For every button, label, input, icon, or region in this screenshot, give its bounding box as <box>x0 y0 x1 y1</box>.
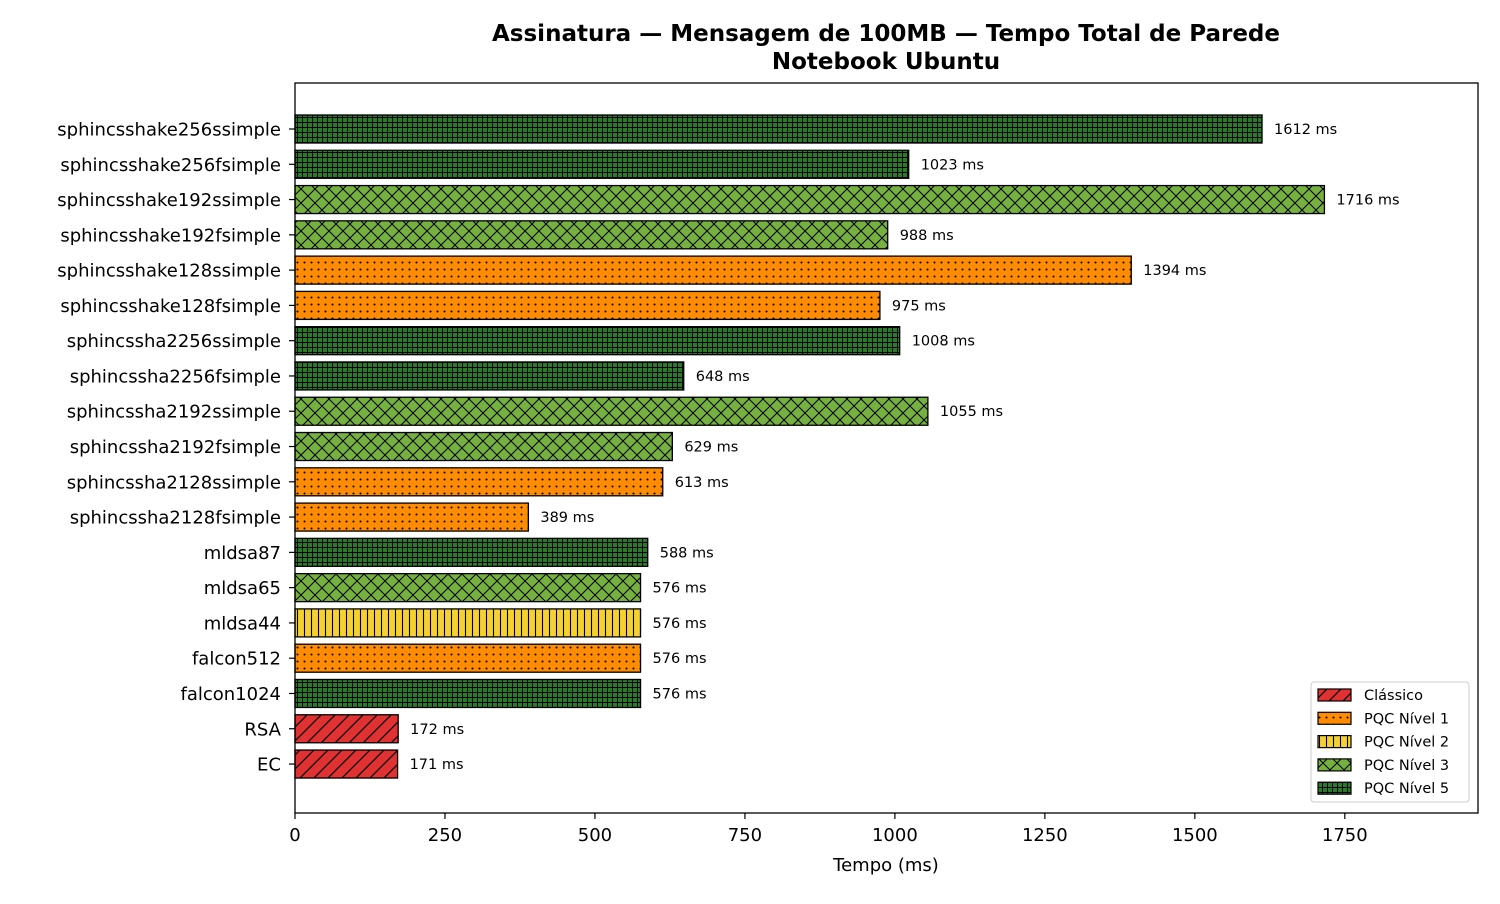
y-tick-label-sphincsshake256fsimple: sphincsshake256fsimple <box>60 155 281 176</box>
x-tick-label: 1500 <box>1172 825 1218 846</box>
y-tick-label-sphincssha2128ssimple: sphincssha2128ssimple <box>67 472 281 493</box>
y-tick-label-sphincsshake192fsimple: sphincsshake192fsimple <box>60 225 281 246</box>
legend-swatch <box>1317 781 1352 795</box>
value-label-sphincssha2192fsimple: 629 ms <box>684 440 738 456</box>
legend: Clássico PQC Nível 1 PQC Nível 2 PQC Nível … <box>1310 681 1470 803</box>
chart-title: Assinatura — Mensagem de 100MB — Tempo T… <box>492 21 1280 47</box>
y-tick-label-rsa: RSA <box>244 719 281 740</box>
bar-sphincsshake128fsimple <box>294 290 881 321</box>
bar-falcon1024 <box>294 678 642 709</box>
bar-sphincsshake256fsimple <box>294 149 910 179</box>
bar-sphincssha2192ssimple <box>294 396 929 426</box>
y-tick-label-sphincssha2256ssimple: sphincssha2256ssimple <box>67 331 281 352</box>
bar-sphincsshake128ssimple <box>294 255 1132 285</box>
bar-sphincsshake256ssimple <box>294 114 1263 144</box>
legend-label: PQC Nível 3 <box>1364 758 1449 774</box>
bar-mldsa65 <box>294 572 642 603</box>
y-tick-label-sphincsshake256ssimple: sphincsshake256ssimple <box>57 120 281 141</box>
bar-sphincsshake192ssimple <box>294 184 1326 215</box>
value-label-sphincsshake256ssimple: 1612 ms <box>1274 122 1337 138</box>
legend-label: PQC Nível 5 <box>1364 781 1449 797</box>
x-tick-label: 1000 <box>872 825 918 846</box>
y-tick-label-sphincssha2128fsimple: sphincssha2128fsimple <box>70 508 281 529</box>
value-label-sphincssha2128fsimple: 389 ms <box>540 510 594 526</box>
bar-sphincssha2256fsimple <box>294 361 685 391</box>
x-axis-label: Tempo (ms) <box>832 855 939 876</box>
legend-label: PQC Nível 1 <box>1364 711 1449 727</box>
value-label-sphincssha2256ssimple: 1008 ms <box>912 334 975 350</box>
x-tick-label: 0 <box>289 825 300 846</box>
y-tick-label-sphincssha2192fsimple: sphincssha2192fsimple <box>70 437 281 458</box>
value-label-sphincsshake128ssimple: 1394 ms <box>1143 263 1206 279</box>
bar-sphincssha2256ssimple <box>294 326 901 356</box>
bar-mldsa44 <box>294 608 642 638</box>
y-tick-label-sphincssha2192ssimple: sphincssha2192ssimple <box>67 402 281 423</box>
value-label-mldsa87: 588 ms <box>660 545 714 561</box>
value-label-rsa: 172 ms <box>410 722 464 738</box>
bar-sphincsshake192fsimple <box>294 220 889 250</box>
plot-frame <box>294 82 1479 814</box>
y-tick-label-mldsa65: mldsa65 <box>204 578 281 599</box>
y-tick-label-ec: EC <box>257 755 281 776</box>
value-label-sphincssha2128ssimple: 613 ms <box>675 475 729 491</box>
bars-layer <box>294 114 1326 779</box>
y-tick-label-falcon512: falcon512 <box>192 649 281 670</box>
y-tick-label-falcon1024: falcon1024 <box>181 684 282 705</box>
value-label-mldsa65: 576 ms <box>653 581 707 597</box>
legend-swatch <box>1317 688 1352 702</box>
bar-falcon512 <box>294 643 642 673</box>
chart-subtitle: Notebook Ubuntu <box>772 49 1000 75</box>
value-label-sphincsshake192fsimple: 988 ms <box>900 228 954 244</box>
legend-label: PQC Nível 2 <box>1364 735 1449 751</box>
x-tick-label: 750 <box>728 825 762 846</box>
bar-rsa <box>294 714 399 744</box>
legend-swatch <box>1317 734 1352 749</box>
bar-sphincssha2128fsimple <box>294 502 530 532</box>
y-tick-label-sphincsshake192ssimple: sphincsshake192ssimple <box>57 190 281 211</box>
x-axis: 0 250 500 750 1000 1250 1500 1750 <box>289 813 1368 846</box>
value-label-falcon512: 576 ms <box>653 651 707 667</box>
legend-swatch <box>1317 758 1352 772</box>
bar-sphincssha2128ssimple <box>294 467 664 497</box>
bar-mldsa87 <box>294 537 649 568</box>
value-label-falcon1024: 576 ms <box>653 686 707 702</box>
value-label-ec: 171 ms <box>410 757 464 773</box>
legend-label: Clássico <box>1364 688 1423 704</box>
x-tick-label: 250 <box>428 825 462 846</box>
bar-sphincssha2192fsimple <box>294 431 673 462</box>
value-label-mldsa44: 576 ms <box>653 616 707 632</box>
x-tick-label: 1250 <box>1022 825 1068 846</box>
y-tick-label-sphincsshake128ssimple: sphincsshake128ssimple <box>57 261 281 282</box>
y-tick-label-mldsa87: mldsa87 <box>204 543 281 564</box>
legend-swatch <box>1317 711 1352 725</box>
value-label-sphincssha2256fsimple: 648 ms <box>696 369 750 385</box>
y-tick-label-sphincssha2256fsimple: sphincssha2256fsimple <box>70 366 281 387</box>
y-tick-label-mldsa44: mldsa44 <box>204 613 281 634</box>
x-tick-label: 500 <box>578 825 612 846</box>
value-label-sphincssha2192ssimple: 1055 ms <box>940 404 1003 420</box>
value-label-sphincsshake192ssimple: 1716 ms <box>1336 193 1399 209</box>
y-tick-label-sphincsshake128fsimple: sphincsshake128fsimple <box>60 296 281 317</box>
labels-layer: sphincsshake256ssimple 1612 ms sphincsshak… <box>57 120 1399 776</box>
bar-ec <box>294 749 399 779</box>
value-label-sphincsshake256fsimple: 1023 ms <box>921 157 984 173</box>
x-tick-label: 1750 <box>1322 825 1368 846</box>
value-label-sphincsshake128fsimple: 975 ms <box>892 298 946 314</box>
